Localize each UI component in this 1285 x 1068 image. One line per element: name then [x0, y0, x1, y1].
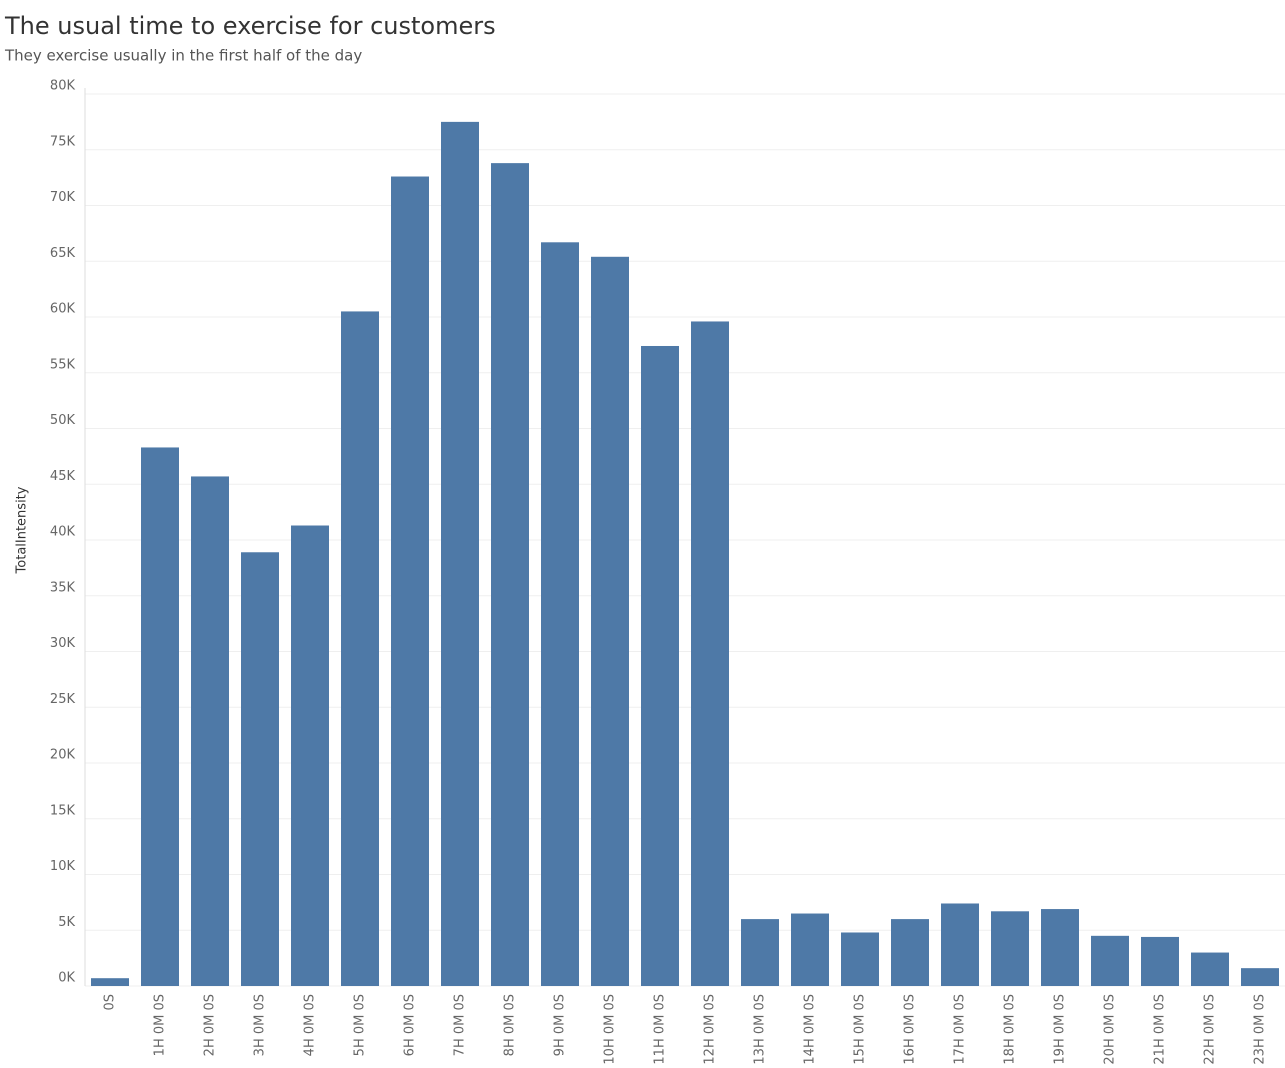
x-tick-label: 16H 0M 0S — [903, 994, 918, 1065]
x-tick-label: 13H 0M 0S — [753, 994, 768, 1065]
x-tick-label: 5H 0M 0S — [353, 994, 368, 1056]
x-tick-label: 21H 0M 0S — [1153, 994, 1168, 1065]
x-tick-label: 17H 0M 0S — [953, 994, 968, 1065]
bar — [541, 242, 579, 987]
y-tick-label: 35K — [50, 580, 76, 595]
bar — [91, 978, 129, 986]
y-tick-label: 45K — [50, 469, 76, 484]
bar — [791, 913, 829, 986]
x-tick-label: 9H 0M 0S — [553, 994, 568, 1056]
x-tick-label: 6H 0M 0S — [403, 994, 418, 1056]
chart-subtitle: They exercise usually in the first half … — [4, 47, 362, 65]
bar — [741, 919, 779, 986]
y-tick-label: 75K — [50, 134, 76, 149]
x-tick-label: 20H 0M 0S — [1103, 994, 1118, 1065]
y-tick-label: 60K — [50, 302, 76, 317]
bar — [341, 311, 379, 986]
x-tick-label: 22H 0M 0S — [1203, 994, 1218, 1065]
bar — [941, 903, 979, 986]
bar — [491, 163, 529, 986]
bar — [1141, 936, 1179, 986]
bar — [1091, 935, 1129, 986]
bar — [1241, 968, 1279, 986]
y-tick-label: 10K — [50, 859, 76, 874]
bar — [841, 932, 879, 986]
y-tick-label: 70K — [50, 190, 76, 205]
bar — [641, 345, 679, 986]
x-tick-label: 3H 0M 0S — [253, 994, 268, 1056]
x-tick-label: 19H 0M 0S — [1053, 994, 1068, 1065]
y-tick-label: 20K — [50, 748, 76, 763]
x-tick-label: 18H 0M 0S — [1003, 994, 1018, 1065]
x-tick-label: 14H 0M 0S — [803, 994, 818, 1065]
bar — [991, 911, 1029, 986]
y-tick-label: 65K — [50, 246, 76, 261]
x-tick-label: 1H 0M 0S — [153, 994, 168, 1056]
x-tick-label: 11H 0M 0S — [653, 994, 668, 1065]
y-tick-label: 40K — [50, 525, 76, 540]
bar — [241, 552, 279, 986]
bar — [691, 321, 729, 987]
x-tick-label: 8H 0M 0S — [503, 994, 518, 1056]
bar — [591, 256, 629, 986]
bar — [141, 447, 179, 987]
y-tick-label: 50K — [50, 413, 76, 428]
bar — [391, 176, 429, 986]
bar — [1041, 909, 1079, 986]
x-tick-label: 12H 0M 0S — [703, 994, 718, 1065]
y-tick-label: 80K — [50, 79, 76, 94]
y-axis-label: TotalIntensity — [15, 486, 30, 574]
y-tick-label: 0K — [58, 971, 75, 986]
bar — [191, 476, 229, 986]
y-tick-label: 15K — [50, 803, 76, 818]
x-tick-label: 23H 0M 0S — [1253, 994, 1268, 1065]
y-tick-label: 25K — [50, 692, 76, 707]
y-tick-label: 55K — [50, 357, 76, 372]
x-tick-label: 7H 0M 0S — [453, 994, 468, 1056]
x-tick-label: 10H 0M 0S — [603, 994, 618, 1065]
x-tick-label: 4H 0M 0S — [303, 994, 318, 1056]
y-tick-label: 30K — [50, 636, 76, 651]
x-tick-label: 2H 0M 0S — [203, 994, 218, 1056]
y-tick-label: 5K — [58, 915, 75, 930]
x-tick-label: 0S — [103, 994, 118, 1011]
bar — [291, 525, 329, 986]
x-tick-label: 15H 0M 0S — [853, 994, 868, 1065]
bar — [891, 919, 929, 986]
bar — [1191, 952, 1229, 986]
bar — [441, 121, 479, 986]
chart-title: The usual time to exercise for customers — [4, 12, 496, 40]
